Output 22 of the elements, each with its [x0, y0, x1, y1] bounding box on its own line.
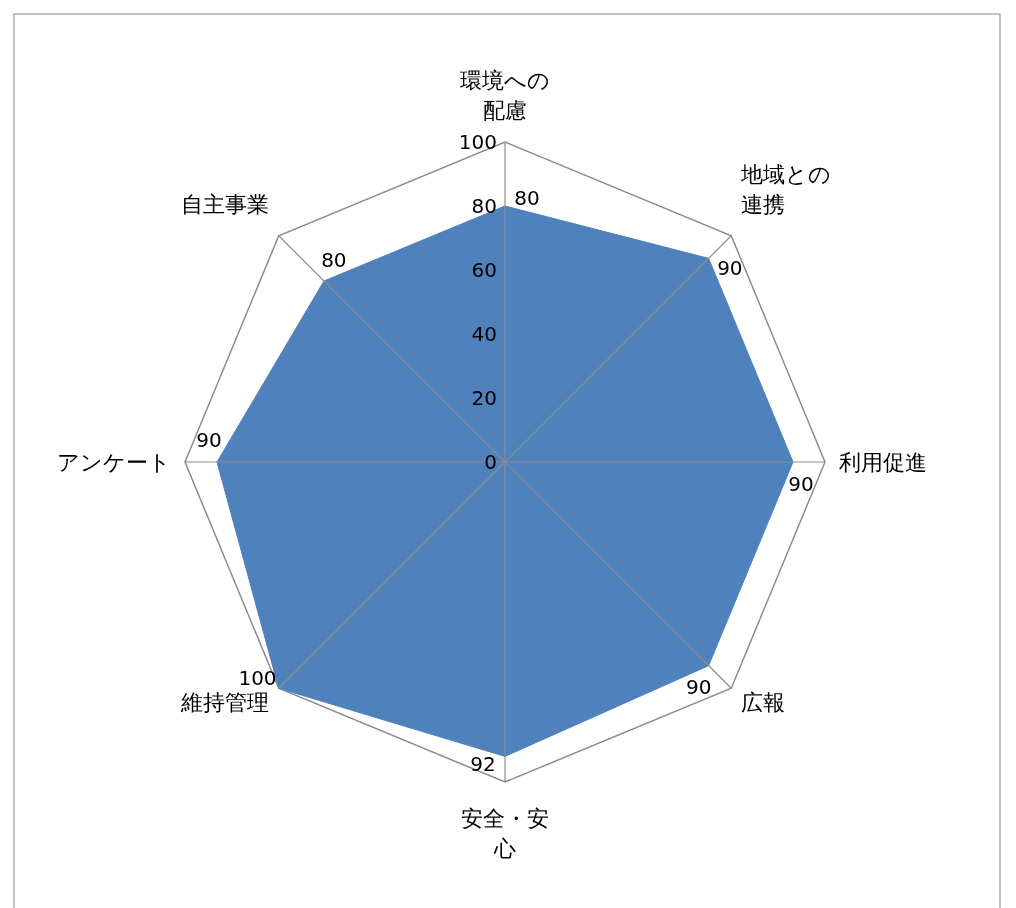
spoke-label: 地域との連携 [740, 161, 832, 217]
y-tick-label: 80 [471, 194, 497, 218]
data-label: 90 [196, 428, 222, 452]
data-label: 100 [238, 666, 277, 691]
spoke-label: 維持管理 [179, 690, 269, 716]
data-label: 90 [686, 674, 712, 699]
spoke-label: 環境への配慮 [460, 68, 550, 123]
spoke-label: 利用促進 [839, 450, 927, 475]
data-label: 90 [717, 256, 743, 281]
data-label: 90 [788, 472, 814, 496]
data-label: 92 [470, 752, 496, 777]
data-label: 80 [514, 186, 540, 210]
y-tick-label: 60 [471, 258, 497, 282]
y-tick-label: 0 [484, 450, 497, 474]
spoke-label: アンケート [57, 450, 171, 475]
y-tick-label: 100 [458, 130, 497, 154]
spoke-label: 広報 [741, 690, 786, 716]
y-tick-label: 20 [471, 386, 497, 410]
data-label: 80 [321, 247, 347, 272]
y-tick-label: 40 [471, 322, 497, 346]
spoke-label: 安全・安心 [461, 806, 549, 861]
spoke-label: 自主事業 [180, 191, 269, 217]
